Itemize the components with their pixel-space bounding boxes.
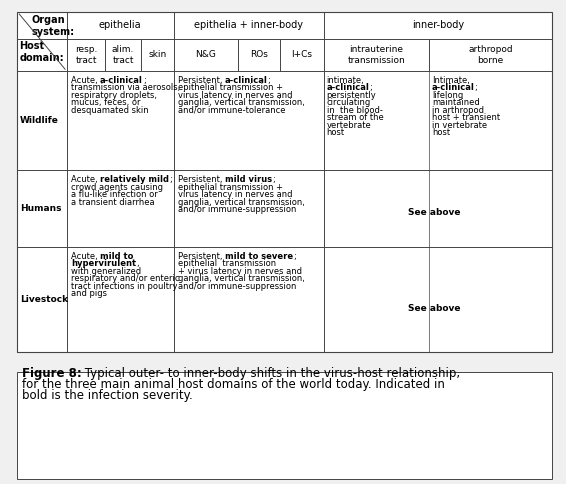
Text: for the three main animal host domains of the world today. Indicated in: for the three main animal host domains o… (22, 378, 444, 391)
Text: epithelial  transmission: epithelial transmission (178, 259, 276, 268)
Text: Livestock: Livestock (20, 295, 68, 304)
Text: resp.
tract: resp. tract (75, 45, 97, 65)
Text: See above: See above (408, 208, 460, 217)
Text: mild virus: mild virus (225, 175, 272, 184)
Text: and/or immune-tolerance: and/or immune-tolerance (178, 106, 285, 115)
Text: Persistent,: Persistent, (178, 175, 225, 184)
Text: virus latency in nerves and: virus latency in nerves and (178, 190, 292, 199)
Text: intrauterine
transmission: intrauterine transmission (348, 45, 405, 65)
Text: tract infections in poultry: tract infections in poultry (71, 282, 177, 291)
Text: a transient diarrhea: a transient diarrhea (71, 197, 155, 207)
Text: a-clinical: a-clinical (100, 76, 143, 85)
Text: relatively mild: relatively mild (100, 175, 169, 184)
Text: a-clinical: a-clinical (432, 83, 475, 92)
Text: crowd agents causing: crowd agents causing (71, 182, 163, 192)
Text: host + transient: host + transient (432, 113, 500, 122)
Text: See above: See above (408, 303, 460, 313)
Text: virus latency in nerves and: virus latency in nerves and (178, 91, 292, 100)
Text: host: host (432, 128, 450, 137)
Text: hypervirulent: hypervirulent (71, 259, 136, 268)
Text: respiratory droplets,: respiratory droplets, (71, 91, 157, 100)
Text: ;: ; (143, 76, 146, 85)
Text: ;: ; (475, 83, 478, 92)
Text: epithelia + inner-body: epithelia + inner-body (194, 20, 303, 30)
Text: in  the blood-: in the blood- (327, 106, 383, 115)
Text: ROs: ROs (250, 50, 268, 60)
Text: respiratory and/or enteric: respiratory and/or enteric (71, 274, 179, 283)
Text: Organ
system:: Organ system: (31, 15, 74, 37)
Text: alim.
tract: alim. tract (112, 45, 134, 65)
Text: ,: , (136, 259, 139, 268)
Text: Acute,: Acute, (71, 76, 100, 85)
Text: in arthropod: in arthropod (432, 106, 484, 115)
Text: ;: ; (272, 175, 275, 184)
Text: bold is the infection severity.: bold is the infection severity. (22, 389, 192, 402)
Text: transmission via aerosols,: transmission via aerosols, (71, 83, 180, 92)
Text: Figure 8:: Figure 8: (22, 367, 82, 380)
Text: mucus, feces, or: mucus, feces, or (71, 98, 140, 107)
Text: arthropod
borne: arthropod borne (468, 45, 513, 65)
Text: a-clinical: a-clinical (327, 83, 370, 92)
Text: ;: ; (169, 175, 172, 184)
Text: lifelong: lifelong (432, 91, 463, 100)
Text: Typical outer- to inner-body shifts in the virus-host relationship,: Typical outer- to inner-body shifts in t… (82, 367, 460, 380)
FancyBboxPatch shape (17, 372, 552, 479)
Text: persistently: persistently (327, 91, 376, 100)
Text: ;: ; (268, 76, 271, 85)
Text: desquamated skin: desquamated skin (71, 106, 148, 115)
Text: ;: ; (293, 252, 295, 261)
Text: Persistent,: Persistent, (178, 252, 225, 261)
Text: and pigs: and pigs (71, 289, 107, 298)
Text: and/or immune-suppression: and/or immune-suppression (178, 205, 296, 214)
Text: I+Cs: I+Cs (291, 50, 312, 60)
Text: N&G: N&G (195, 50, 216, 60)
Text: stream of the: stream of the (327, 113, 383, 122)
Text: Host
domain:: Host domain: (19, 41, 64, 63)
Text: Wildlife: Wildlife (20, 116, 59, 125)
Text: Humans: Humans (20, 204, 61, 213)
Text: in vertebrate: in vertebrate (432, 121, 487, 130)
Text: Acute,: Acute, (71, 252, 100, 261)
Text: circulating: circulating (327, 98, 371, 107)
Text: Intimate,: Intimate, (432, 76, 470, 85)
Text: skin: skin (148, 50, 166, 60)
Text: mild to: mild to (100, 252, 134, 261)
Text: with generalized: with generalized (71, 267, 141, 276)
Text: ganglia, vertical transmission,: ganglia, vertical transmission, (178, 274, 305, 283)
Text: a flu-like infection or: a flu-like infection or (71, 190, 157, 199)
Text: inner-body: inner-body (411, 20, 464, 30)
Text: ;: ; (370, 83, 372, 92)
Text: vertebrate: vertebrate (327, 121, 371, 130)
Text: intimate,: intimate, (327, 76, 365, 85)
Text: ganglia, vertical transmission,: ganglia, vertical transmission, (178, 197, 305, 207)
Text: epithelial transmission +: epithelial transmission + (178, 182, 283, 192)
Text: Acute,: Acute, (71, 175, 100, 184)
FancyBboxPatch shape (17, 12, 552, 352)
Text: epithelia: epithelia (99, 20, 142, 30)
Text: ganglia, vertical transmission,: ganglia, vertical transmission, (178, 98, 305, 107)
Text: mild to severe: mild to severe (225, 252, 293, 261)
Text: host: host (327, 128, 345, 137)
Text: epithelial transmission +: epithelial transmission + (178, 83, 283, 92)
Text: a-clinical: a-clinical (225, 76, 268, 85)
Text: Persistent,: Persistent, (178, 76, 225, 85)
Text: + virus latency in nerves and: + virus latency in nerves and (178, 267, 302, 276)
Text: maintained: maintained (432, 98, 479, 107)
Text: and/or immune-suppression: and/or immune-suppression (178, 282, 296, 291)
